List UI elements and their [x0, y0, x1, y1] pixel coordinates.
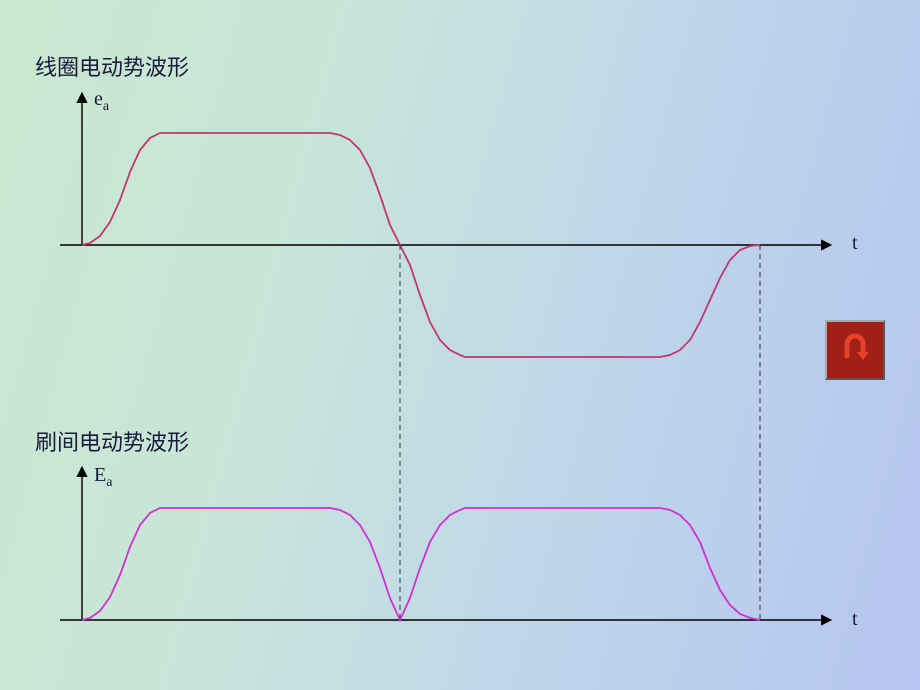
plot-svg: [0, 0, 920, 690]
diagram-canvas: 线圈电动势波形 ea t 刷间电动势波形 Ea t: [0, 0, 920, 690]
u-turn-icon: [835, 330, 875, 370]
chart2-curve: [82, 508, 760, 620]
back-button[interactable]: [825, 320, 885, 380]
